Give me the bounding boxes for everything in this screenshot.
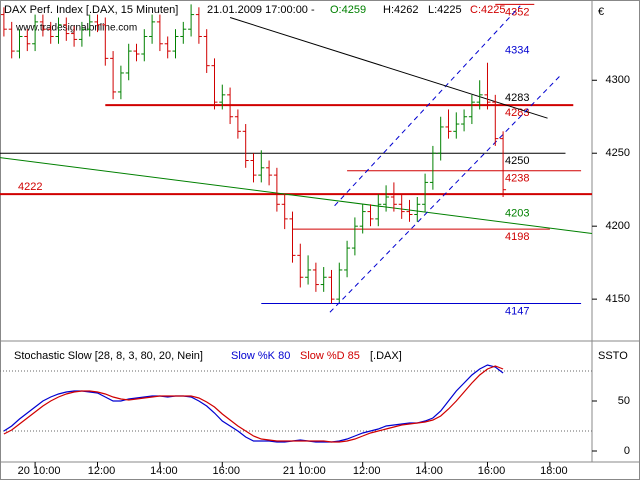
trend-label: 4283 bbox=[505, 92, 529, 104]
trend-line bbox=[229, 17, 548, 119]
level-label: 4147 bbox=[505, 305, 529, 317]
level-label: 4198 bbox=[505, 231, 529, 243]
y-tick-label: 4150 bbox=[606, 293, 630, 305]
axis-label: SSTO bbox=[598, 350, 628, 362]
header-low: L:4225 bbox=[428, 4, 462, 16]
x-tick-label: 16:00 bbox=[478, 465, 506, 477]
trend-label: 4334 bbox=[505, 45, 529, 57]
x-tick-label: 12:00 bbox=[88, 465, 116, 477]
x-tick-label: 21 10:00 bbox=[283, 465, 326, 477]
legend-entry: Slow %K 80 bbox=[231, 350, 290, 362]
trend-label: 4203 bbox=[505, 208, 529, 220]
level-label: 4352 bbox=[505, 6, 529, 18]
header-datetime: 21.01.2009 17:00:00 - bbox=[207, 4, 315, 16]
trend-line bbox=[334, 5, 521, 207]
indicator-title: Stochastic Slow [28, 8, 3, 80, 20, Nein] bbox=[14, 350, 203, 362]
y-tick-label: 0 bbox=[624, 445, 630, 457]
x-tick-label: 18:00 bbox=[540, 465, 568, 477]
level-label: 4283 bbox=[505, 107, 529, 119]
x-tick-label: 12:00 bbox=[353, 465, 381, 477]
y-tick-label: 4200 bbox=[606, 220, 630, 232]
trend-line bbox=[329, 75, 561, 313]
watermark: www.tradesignalonline.com bbox=[15, 23, 137, 34]
header-title: DAX Perf. Index [.DAX, 15 Minuten] bbox=[4, 4, 178, 16]
level-label: 4222 bbox=[18, 181, 42, 193]
header-open: O:4259 bbox=[330, 4, 366, 16]
indicator-symbol: [.DAX] bbox=[370, 350, 402, 362]
y-tick-label: 4300 bbox=[606, 74, 630, 86]
currency: € bbox=[598, 6, 604, 18]
trend-line bbox=[0, 157, 593, 234]
level-label: 4250 bbox=[505, 155, 529, 167]
x-tick-label: 14:00 bbox=[415, 465, 443, 477]
series-line bbox=[3, 365, 504, 443]
level-label: 4238 bbox=[505, 173, 529, 185]
y-tick-label: 50 bbox=[618, 395, 630, 407]
x-tick-label: 14:00 bbox=[150, 465, 178, 477]
legend-entry: Slow %D 85 bbox=[300, 350, 360, 362]
header-high: H:4262 bbox=[383, 4, 418, 16]
header-close: C:4225 bbox=[470, 4, 505, 16]
x-tick-label: 16:00 bbox=[213, 465, 241, 477]
x-tick-label: 20 10:00 bbox=[18, 465, 61, 477]
y-tick-label: 4250 bbox=[606, 147, 630, 159]
